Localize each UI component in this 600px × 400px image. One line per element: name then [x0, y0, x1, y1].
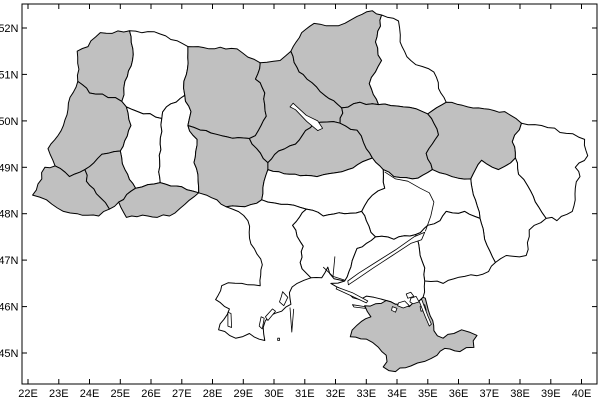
y-tick-label: 45N [0, 348, 19, 360]
water-sivash-lagoon-2 [409, 296, 420, 305]
x-tick-label: 38E [510, 388, 530, 400]
water-sivash-lagoon-1 [397, 300, 410, 309]
water-sivash-lagoon-5 [391, 306, 398, 313]
region-zakarpattia [32, 165, 110, 217]
x-tick-label: 39E [541, 388, 561, 400]
x-tick-label: 27E [172, 388, 192, 400]
region-zhytomyr [183, 46, 267, 139]
y-tick-label: 46N [0, 302, 19, 314]
water-tendra-spit [335, 286, 369, 304]
x-tick-label: 25E [111, 388, 131, 400]
x-tick-label: 35E [418, 388, 438, 400]
water-kakhovka-reservoir [347, 231, 426, 286]
x-tick-label: 30E [264, 388, 284, 400]
water-arabat-spit [418, 298, 432, 327]
water-inhul-estuary [322, 266, 334, 277]
water-dniester-liman [279, 291, 289, 307]
water-yalpuh-lake [227, 311, 232, 328]
x-tick-label: 37E [480, 388, 500, 400]
y-tick-label: 51N [0, 69, 19, 81]
water-dnieper-river [384, 171, 435, 232]
y-tick-label: 47N [0, 255, 19, 267]
x-tick-label: 29E [234, 388, 254, 400]
region-crimea [349, 296, 478, 373]
x-tick-label: 23E [49, 388, 69, 400]
y-tick-label: 50N [0, 116, 19, 128]
x-tick-label: 31E [295, 388, 315, 400]
x-tick-label: 36E [449, 388, 469, 400]
axes-box [21, 3, 598, 385]
region-sumy [368, 14, 447, 115]
x-tick-label: 24E [80, 388, 100, 400]
water-coast-spit [289, 307, 295, 333]
water-sasyk-lagoon [258, 316, 265, 330]
region-chernivtsi [118, 182, 200, 218]
region-odesa [215, 199, 312, 341]
x-tick-label: 28E [203, 388, 223, 400]
water-sivash-lagoon-3 [405, 291, 415, 299]
water-snake-island [277, 337, 280, 341]
water-budak-lagoon [265, 308, 276, 321]
x-tick-label: 22E [18, 388, 38, 400]
y-tick-label: 52N [0, 23, 19, 35]
x-tick-label: 26E [141, 388, 161, 400]
x-tick-label: 32E [326, 388, 346, 400]
water-kaniv-reservoir [289, 102, 323, 131]
x-tick-label: 40E [572, 388, 592, 400]
x-tick-label: 33E [357, 388, 377, 400]
region-ivano-frankivsk [84, 150, 137, 210]
y-tick-label: 48N [0, 209, 19, 221]
y-tick-label: 49N [0, 162, 19, 174]
x-tick-label: 34E [387, 388, 407, 400]
water-dzharylhach-island [352, 304, 366, 309]
